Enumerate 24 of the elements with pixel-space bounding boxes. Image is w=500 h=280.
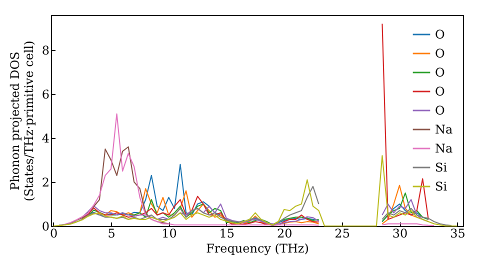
x-tick-label: 15 <box>219 226 235 240</box>
y-tick-label: 8 <box>42 44 50 58</box>
x-axis-title: Frequency (THz) <box>206 242 309 256</box>
x-tick-label: 25 <box>334 226 350 240</box>
line-series <box>52 155 458 227</box>
legend-label: O <box>435 28 445 42</box>
legend-label: Si <box>435 180 448 194</box>
legend-label: Na <box>435 142 453 156</box>
y-axis-title: Phonon projected DOS (States/THz·primitive cell) <box>8 40 36 202</box>
legend-label: Na <box>435 122 453 136</box>
x-tick-label: 35 <box>450 226 466 240</box>
line-series <box>58 146 170 226</box>
legend-label: O <box>435 104 445 118</box>
legend-label: Si <box>435 160 448 174</box>
y-tick-label: 2 <box>42 176 50 190</box>
y-tick-label: 6 <box>42 88 50 102</box>
legend-label: O <box>435 84 445 98</box>
x-tick-label: 10 <box>162 226 177 240</box>
x-tick-label: 20 <box>276 226 292 240</box>
x-tick-label: 5 <box>108 226 116 240</box>
legend-label: O <box>435 46 445 60</box>
x-tick-label: 30 <box>392 226 408 240</box>
y-tick-label: 4 <box>42 132 50 146</box>
legend-label: O <box>435 66 445 80</box>
